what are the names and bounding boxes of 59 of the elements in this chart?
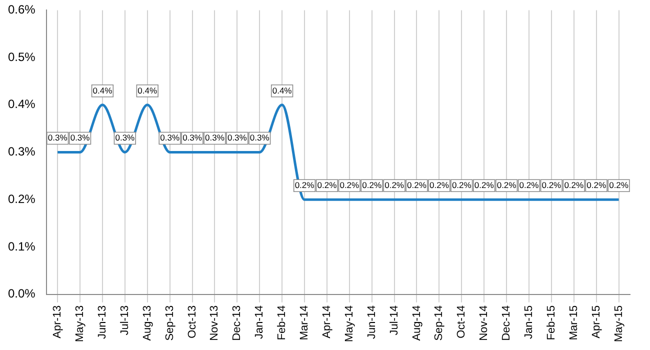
x-tick-label: Dec-13	[231, 305, 244, 341]
x-tick-label: May-14	[343, 305, 356, 342]
data-label: 0.2%	[519, 180, 540, 190]
y-tick-label: 0.5%	[8, 50, 36, 64]
x-tick-label: Feb-15	[545, 305, 558, 340]
y-tick-label: 0.3%	[8, 144, 36, 159]
x-tick-label: Dec-14	[500, 305, 513, 341]
x-tick-label: Oct-14	[456, 305, 468, 338]
y-tick-label: 0.0%	[8, 286, 36, 301]
data-label: 0.2%	[496, 180, 517, 190]
data-label: 0.3%	[250, 132, 270, 143]
data-label: 0.2%	[474, 180, 494, 190]
data-label: 0.2%	[586, 180, 606, 190]
x-tick-label: Sep-13	[164, 305, 176, 341]
x-tick-label: Jan-15	[523, 305, 536, 339]
x-tick-label: Jan-14	[254, 305, 266, 339]
data-label: 0.4%	[92, 85, 113, 96]
data-label: 0.3%	[182, 132, 202, 143]
data-label: 0.2%	[362, 180, 382, 190]
x-tick-label: Apr-14	[320, 305, 333, 338]
data-label: 0.2%	[564, 180, 584, 190]
x-tick-label: May-15	[612, 305, 625, 342]
data-label: 0.2%	[609, 180, 629, 190]
data-label: 0.2%	[407, 180, 427, 190]
data-label: 0.3%	[70, 132, 90, 143]
data-label: 0.3%	[160, 132, 180, 143]
data-label: 0.3%	[48, 132, 68, 143]
x-tick-label: Nov-13	[208, 305, 221, 341]
y-tick-label: 0.1%	[8, 239, 36, 254]
data-label: 0.2%	[340, 180, 360, 190]
data-label: 0.2%	[384, 180, 404, 190]
data-label: 0.2%	[542, 180, 562, 190]
y-tick-label: 0.4%	[8, 97, 36, 112]
data-label: 0.2%	[317, 180, 338, 190]
data-label: 0.3%	[115, 132, 136, 143]
y-tick-label: 0.2%	[8, 192, 36, 206]
x-tick-label: Feb-14	[276, 305, 288, 340]
x-tick-label: Mar-14	[298, 305, 311, 340]
x-tick-label: May-13	[74, 305, 86, 342]
x-tick-label: Oct-13	[186, 305, 198, 338]
data-label: 0.2%	[294, 180, 315, 190]
data-label: 0.4%	[272, 85, 292, 96]
x-tick-label: Jul-13	[118, 305, 131, 336]
x-tick-label: Aug-14	[410, 305, 423, 341]
data-label: 0.2%	[430, 180, 450, 190]
x-tick-label: Apr-13	[52, 305, 64, 338]
data-label: 0.2%	[452, 180, 472, 190]
data-label: 0.4%	[138, 85, 158, 96]
x-tick-label: Jun-14	[366, 305, 378, 339]
data-label: 0.3%	[227, 132, 248, 143]
x-tick-label: Jun-13	[96, 305, 109, 339]
x-tick-label: Apr-15	[590, 305, 602, 338]
x-tick-label: Jul-14	[388, 305, 400, 336]
data-label: 0.3%	[205, 132, 225, 143]
x-tick-label: Nov-14	[478, 305, 490, 341]
x-tick-label: Aug-13	[141, 305, 154, 341]
x-tick-label: Mar-15	[568, 305, 580, 340]
y-tick-label: 0.6%	[8, 2, 36, 17]
x-tick-label: Sep-14	[433, 305, 446, 341]
